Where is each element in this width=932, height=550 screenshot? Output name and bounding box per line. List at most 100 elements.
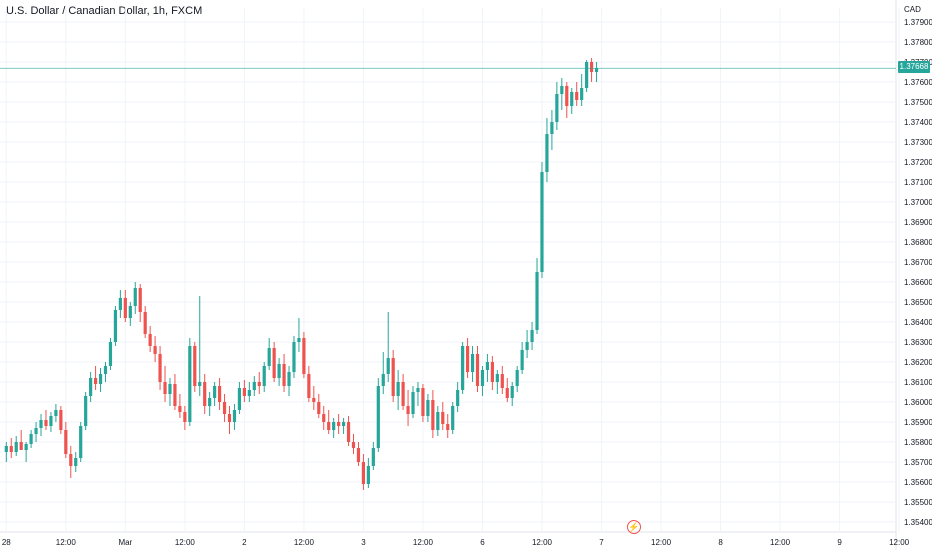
candle-body: [341, 422, 346, 426]
y-tick-label: 1.37100: [904, 178, 932, 187]
candle-body: [193, 346, 197, 386]
candle-body: [376, 386, 380, 448]
candle-body: [550, 122, 554, 134]
candle-body: [540, 172, 544, 272]
candle-body: [69, 454, 73, 466]
candle-body: [262, 366, 266, 386]
x-tick-label: 12:00: [413, 538, 434, 547]
candle-body: [560, 86, 564, 94]
candle-body: [89, 378, 93, 396]
y-tick-label: 1.36800: [904, 238, 932, 247]
candle-body: [302, 338, 306, 374]
candle-body: [322, 414, 326, 422]
candle-body: [451, 406, 455, 430]
candle-body: [565, 86, 569, 106]
candle-body: [203, 382, 207, 406]
lightning-icon[interactable]: ⚡: [627, 520, 641, 534]
x-tick-label: 12:00: [770, 538, 791, 547]
candle-body: [535, 272, 539, 330]
candle-body: [456, 390, 460, 406]
candle-body: [163, 382, 167, 394]
candle-body: [272, 348, 276, 378]
candle-body: [217, 386, 222, 402]
candle-body: [317, 402, 321, 414]
candle-body: [247, 390, 251, 396]
candle-body: [74, 458, 78, 466]
candle-body: [371, 448, 375, 466]
candle-body: [282, 364, 286, 386]
candle-body: [327, 422, 331, 430]
candle-body: [133, 288, 137, 306]
candle-body: [312, 398, 316, 402]
candle-body: [64, 430, 68, 454]
y-tick-label: 1.37200: [904, 158, 932, 167]
candle-body: [252, 382, 256, 390]
y-tick-label: 1.37400: [904, 118, 932, 127]
candle-body: [401, 382, 405, 406]
currency-unit: CAD: [904, 5, 921, 14]
x-tick-label: 7: [599, 538, 604, 547]
candle-body: [530, 330, 534, 342]
candle-body: [227, 414, 232, 422]
candle-body: [153, 346, 157, 354]
candle-body: [232, 410, 237, 422]
candle-body: [44, 420, 48, 426]
y-tick-label: 1.35600: [904, 478, 932, 487]
candle-body: [421, 388, 425, 416]
candle-body: [580, 88, 584, 100]
x-tick-label: 12:00: [889, 538, 910, 547]
candle-body: [490, 362, 494, 382]
candle-body: [24, 444, 28, 450]
candle-body: [257, 382, 261, 386]
y-tick-label: 1.37600: [904, 78, 932, 87]
x-tick-label: 3: [361, 538, 366, 547]
y-tick-label: 1.37000: [904, 198, 932, 207]
candle-body: [208, 398, 212, 406]
candle-body: [366, 466, 370, 484]
candle-body: [356, 448, 361, 462]
y-tick-label: 1.36400: [904, 318, 932, 327]
candle-body: [391, 358, 395, 396]
candle-body: [237, 388, 242, 410]
candle-body: [267, 348, 271, 366]
chart-title: U.S. Dollar / Canadian Dollar, 1h, FXCM: [6, 5, 203, 17]
candle-body: [128, 306, 132, 318]
x-tick-label: 6: [480, 538, 485, 547]
candle-body: [589, 62, 594, 72]
candle-body: [19, 442, 23, 450]
candle-body: [470, 354, 475, 372]
candle-body: [188, 346, 192, 422]
candle-body: [59, 410, 63, 430]
candle-body: [158, 354, 162, 382]
x-tick-label: 8: [718, 538, 723, 547]
candle-body: [406, 406, 410, 414]
candle-body: [213, 386, 217, 398]
candle-body: [297, 338, 301, 342]
candle-body: [307, 374, 311, 398]
y-tick-label: 1.36100: [904, 378, 932, 387]
y-tick-label: 1.36200: [904, 358, 932, 367]
x-tick-label: 2: [242, 538, 247, 547]
candle-body: [441, 412, 445, 424]
candle-body: [9, 446, 13, 452]
candle-body: [594, 68, 599, 72]
candle-body: [277, 364, 281, 378]
candle-body: [555, 94, 559, 122]
x-tick-label: 12:00: [175, 538, 196, 547]
candle-body: [505, 388, 509, 398]
candle-body: [515, 370, 519, 386]
candle-body: [337, 422, 341, 426]
x-tick-label: 12:00: [532, 538, 553, 547]
y-tick-label: 1.36000: [904, 398, 932, 407]
candle-body: [361, 462, 366, 484]
y-tick-label: 1.36500: [904, 298, 932, 307]
y-tick-label: 1.35400: [904, 518, 932, 527]
y-tick-label: 1.37800: [904, 38, 932, 47]
candle-body: [570, 92, 574, 106]
candle-body: [4, 446, 8, 452]
candle-body: [545, 134, 549, 172]
candle-body: [242, 388, 246, 396]
y-tick-label: 1.35800: [904, 438, 932, 447]
candle-body: [222, 402, 227, 414]
